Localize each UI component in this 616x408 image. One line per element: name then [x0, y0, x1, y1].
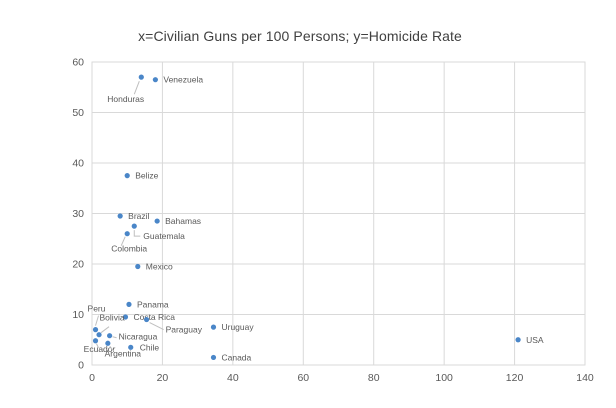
y-axis-tick-label: 30	[72, 208, 84, 220]
point-label: Ecuador	[84, 344, 116, 354]
point-label: Chile	[140, 342, 160, 352]
data-point[interactable]	[152, 77, 158, 83]
x-axis-tick-label: 20	[157, 372, 169, 384]
y-axis-tick-label: 60	[72, 57, 84, 69]
data-point[interactable]	[126, 301, 132, 307]
label-leader-line	[100, 326, 110, 334]
data-point[interactable]	[105, 340, 111, 346]
data-point[interactable]	[96, 332, 102, 338]
data-point[interactable]	[138, 74, 144, 80]
point-label: Argentina	[105, 348, 142, 358]
point-label: USA	[526, 335, 544, 345]
point-label: Mexico	[146, 262, 173, 272]
point-label: Bolivia	[100, 313, 125, 323]
point-label: Costa Rica	[133, 312, 175, 322]
label-leader-line	[120, 236, 126, 246]
point-label: Honduras	[107, 94, 144, 104]
data-point[interactable]	[135, 263, 141, 270]
data-point[interactable]	[124, 173, 130, 179]
point-label: Bahamas	[165, 216, 201, 226]
label-leader-line	[133, 80, 140, 95]
label-leader-line	[109, 345, 115, 352]
data-point[interactable]	[128, 344, 134, 350]
point-label: Colombia	[111, 244, 147, 254]
label-leader-line	[149, 322, 164, 330]
data-point[interactable]	[210, 354, 217, 361]
point-label: Nicaragua	[119, 332, 158, 342]
x-axis-tick-label: 40	[227, 372, 239, 384]
data-point[interactable]	[107, 333, 113, 339]
point-label: Uruguay	[221, 322, 254, 332]
data-point[interactable]	[122, 314, 129, 320]
label-leader-line	[95, 315, 100, 326]
data-point[interactable]	[154, 218, 160, 224]
label-leader-line	[96, 343, 99, 348]
plot-border	[91, 61, 586, 366]
y-axis-tick-label: 10	[72, 309, 84, 321]
point-label: Venezuela	[163, 75, 203, 85]
y-axis-tick-label: 50	[72, 107, 84, 119]
data-point[interactable]	[515, 337, 521, 343]
point-label: Belize	[135, 171, 158, 181]
x-axis-tick-label: 80	[368, 372, 380, 384]
x-axis-tick-label: 100	[435, 372, 453, 384]
x-axis-tick-label: 0	[89, 372, 95, 384]
data-point[interactable]	[92, 327, 99, 333]
point-label: Panama	[137, 299, 169, 309]
data-point[interactable]	[210, 324, 217, 330]
label-leader-line	[112, 336, 117, 339]
x-axis-tick-label: 60	[297, 372, 309, 384]
y-axis-tick-label: 40	[72, 158, 84, 170]
data-point[interactable]	[143, 316, 150, 323]
chart-title: x=Civilian Guns per 100 Persons; y=Homic…	[138, 28, 462, 44]
point-label: Paraguay	[166, 325, 203, 335]
label-leader-line	[133, 230, 141, 237]
data-point[interactable]	[92, 338, 99, 344]
point-label: Canada	[221, 352, 251, 362]
data-point[interactable]	[117, 213, 123, 219]
point-label: Brazil	[128, 211, 149, 221]
y-axis-tick-label: 20	[72, 259, 84, 271]
data-point[interactable]	[124, 231, 130, 237]
y-axis-tick-label: 0	[78, 360, 84, 372]
point-label: Guatemala	[143, 231, 185, 241]
x-axis-tick-label: 120	[506, 372, 524, 384]
data-point[interactable]	[131, 223, 137, 229]
x-axis-tick-label: 140	[576, 372, 594, 384]
point-label: Peru	[88, 304, 106, 314]
